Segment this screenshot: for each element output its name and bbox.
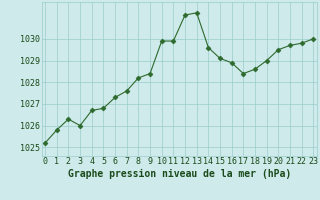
X-axis label: Graphe pression niveau de la mer (hPa): Graphe pression niveau de la mer (hPa) bbox=[68, 169, 291, 179]
